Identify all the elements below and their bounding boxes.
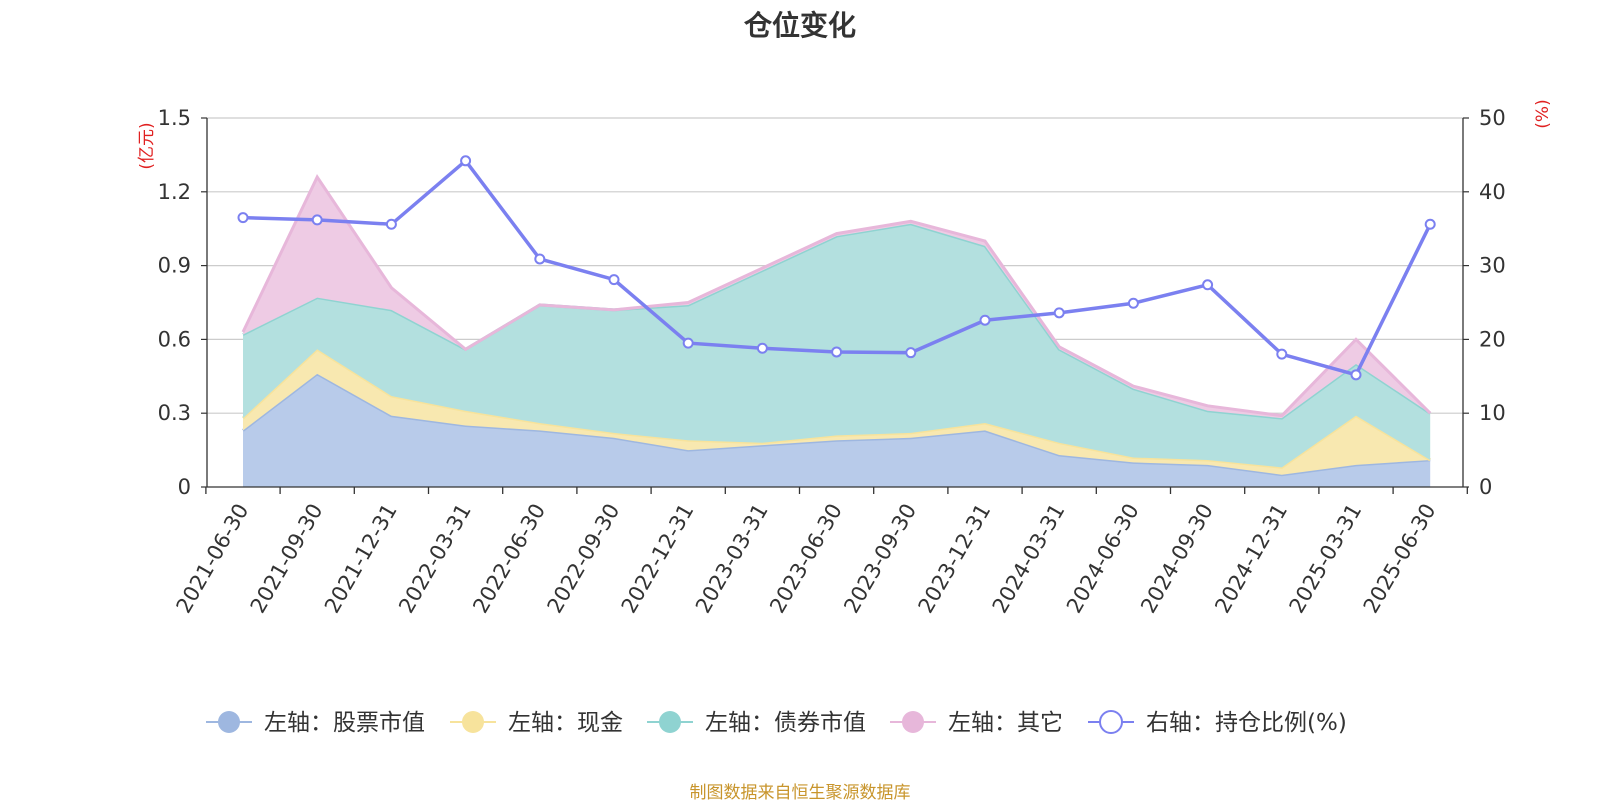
- stacked-areas: [241, 174, 1432, 487]
- right-axis-unit: (%): [1533, 99, 1553, 128]
- left-axis-tick-label: 0.9: [158, 254, 191, 278]
- data-source-note: 制图数据来自恒生聚源数据库: [689, 783, 911, 803]
- holding-ratio-point: [1053, 307, 1065, 319]
- right-axis-tick-label: 20: [1479, 327, 1506, 351]
- holding-ratio-point: [831, 346, 843, 358]
- left-axis-tick-label: 0.6: [158, 327, 191, 351]
- x-axis-tick-label: 2024-12-31: [1210, 500, 1292, 618]
- x-axis-tick-label: 2023-06-30: [765, 500, 847, 618]
- holding-ratio-point: [311, 214, 323, 226]
- holding-ratio-point: [1202, 279, 1214, 291]
- x-axis-tick-label: 2023-12-31: [914, 500, 996, 618]
- area-左轴其它-edge: [241, 174, 1432, 418]
- x-axis-tick-label: 2022-12-31: [617, 500, 699, 618]
- holding-ratio-point: [1276, 348, 1288, 360]
- x-axis-tick-label: 2022-06-30: [468, 500, 550, 618]
- holding-ratio-point: [1424, 218, 1436, 230]
- left-axis-tick-label: 0: [178, 475, 191, 499]
- area-左轴现金: [243, 349, 1431, 475]
- area-左轴股票市值: [243, 373, 1431, 487]
- legend-label: 左轴：其它: [948, 710, 1063, 736]
- holding-ratio-point: [1127, 297, 1139, 309]
- holding-ratio-point: [237, 212, 249, 224]
- holding-ratio-point: [534, 253, 546, 265]
- x-axis-tick-label: 2024-06-30: [1062, 500, 1144, 618]
- legend-marker: [1099, 710, 1123, 734]
- right-axis-tick-label: 50: [1479, 106, 1506, 130]
- holding-ratio-point: [756, 342, 768, 354]
- legend-marker: [902, 711, 924, 733]
- holding-ratio-point: [979, 314, 991, 326]
- right-axis-tick-label: 10: [1479, 401, 1506, 425]
- holding-ratio-point: [608, 274, 620, 286]
- legend-marker: [462, 711, 484, 733]
- legend-label: 右轴：持仓比例(%): [1146, 710, 1347, 736]
- holding-ratio-point: [385, 218, 397, 230]
- left-axis-tick-label: 1.2: [158, 180, 191, 204]
- holding-ratio-point: [905, 347, 917, 359]
- area-左轴债券市值: [243, 223, 1431, 468]
- holding-ratio-point: [682, 337, 694, 349]
- x-axis-tick-label: 2024-09-30: [1136, 500, 1218, 618]
- x-axis-tick-label: 2023-09-30: [839, 500, 921, 618]
- left-axis-tick-label: 0.3: [158, 401, 191, 425]
- legend-marker: [659, 711, 681, 733]
- left-axis-tick-label: 1.5: [158, 106, 191, 130]
- x-axis-tick-label: 2025-06-30: [1359, 500, 1441, 618]
- right-axis-tick-label: 30: [1479, 254, 1506, 278]
- x-axis-tick-label: 2021-12-31: [320, 500, 402, 618]
- area-左轴其它: [243, 177, 1431, 419]
- chart-title: 仓位变化: [743, 9, 856, 42]
- x-axis-tick-label: 2025-03-31: [1285, 500, 1367, 618]
- left-axis-unit: (亿元): [137, 122, 157, 169]
- legend-label: 左轴：股票市值: [264, 710, 425, 736]
- right-axis-tick-label: 40: [1479, 180, 1506, 204]
- legend: 左轴：股票市值 左轴：现金 左轴：债券市值 左轴：其它 右轴：持仓比例(%): [206, 710, 1347, 736]
- x-axis-tick-label: 2021-06-30: [172, 500, 254, 618]
- holding-ratio-point: [460, 155, 472, 167]
- legend-marker: [218, 711, 240, 733]
- legend-label: 左轴：现金: [508, 710, 623, 736]
- x-axis-tick-label: 2022-03-31: [394, 500, 476, 618]
- x-axis-tick-label: 2021-09-30: [246, 500, 328, 618]
- x-axis-tick-label: 2022-09-30: [543, 500, 625, 618]
- x-axis-tick-label: 2024-03-31: [988, 500, 1070, 618]
- x-axis-tick-label: 2023-03-31: [691, 500, 773, 618]
- legend-label: 左轴：债券市值: [705, 710, 866, 736]
- holding-ratio-point: [1350, 369, 1362, 381]
- right-axis-tick-label: 0: [1479, 475, 1492, 499]
